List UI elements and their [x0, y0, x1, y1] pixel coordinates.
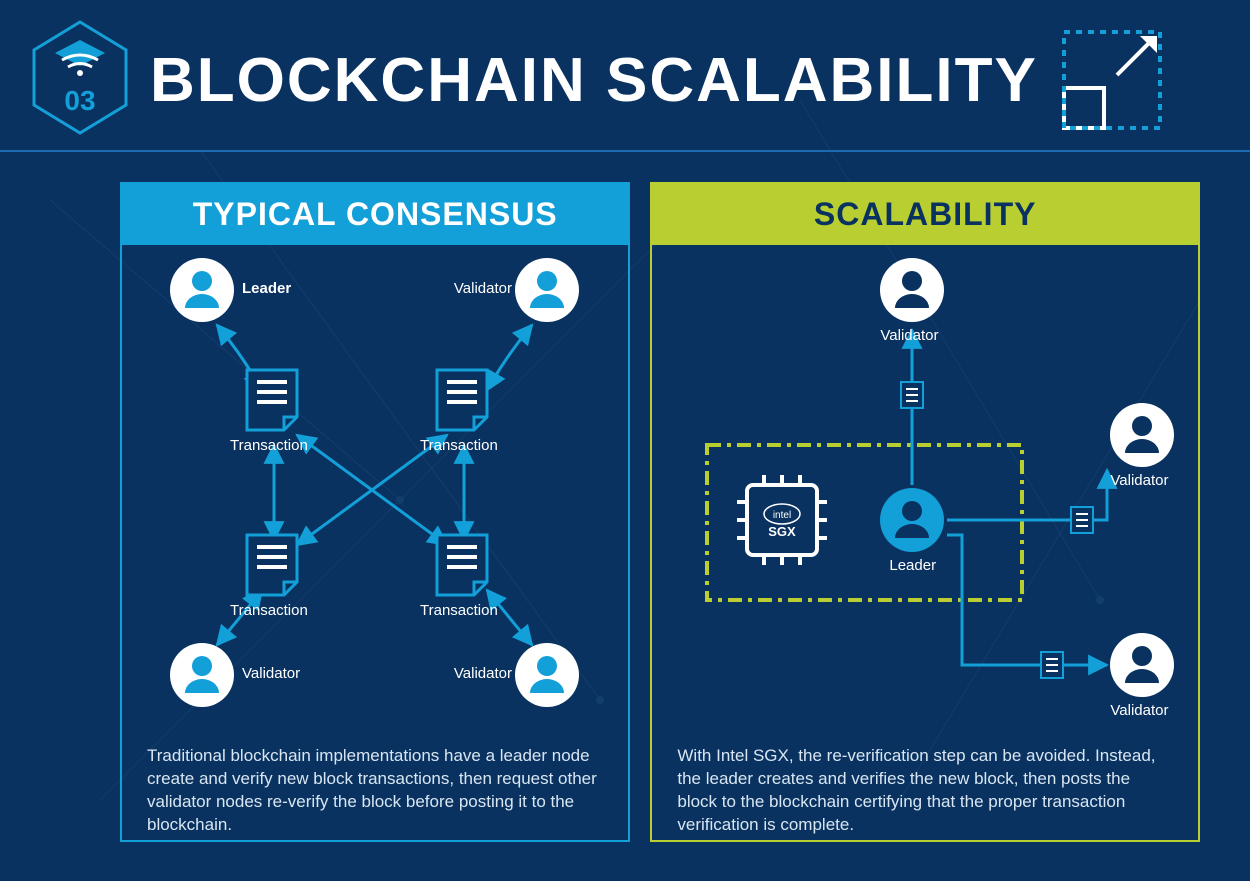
right-panel-description: With Intel SGX, the re-verification step… — [652, 735, 1198, 857]
badge-number: 03 — [64, 85, 95, 116]
header: 03 BLOCKCHAIN SCALABILITY — [0, 0, 1250, 152]
page-title: BLOCKCHAIN SCALABILITY — [150, 45, 1038, 116]
validator-label: Validator — [442, 280, 512, 297]
validator-avatar-icon — [170, 643, 234, 707]
transaction-label: Transaction — [230, 602, 308, 619]
leader-label: Leader — [889, 557, 936, 574]
svg-text:intel: intel — [773, 510, 791, 521]
transaction-label: Transaction — [230, 437, 308, 454]
left-diagram: Leader Validator Validator Validator Tra… — [122, 245, 628, 735]
svg-text:SGX: SGX — [769, 524, 797, 539]
leader-avatar-icon — [170, 258, 234, 322]
panels-container: TYPICAL CONSENSUS — [0, 152, 1250, 872]
validator-avatar-icon — [1110, 633, 1174, 697]
validator-label: Validator — [1110, 702, 1168, 719]
transaction-doc-icon — [437, 370, 487, 430]
validator-label: Validator — [442, 665, 512, 682]
transaction-label: Transaction — [420, 602, 498, 619]
transaction-doc-icon — [247, 370, 297, 430]
validator-avatar-icon — [515, 643, 579, 707]
right-diagram: intel SGX — [652, 245, 1198, 735]
transaction-doc-icon — [247, 535, 297, 595]
validator-label: Validator — [242, 665, 300, 682]
right-panel-title: SCALABILITY — [652, 184, 1198, 245]
validator-avatar-icon — [1110, 403, 1174, 467]
validator-avatar-icon — [515, 258, 579, 322]
doc-small-icon — [1041, 652, 1063, 678]
leader-label: Leader — [242, 280, 291, 297]
validator-label: Validator — [1110, 472, 1168, 489]
left-panel-title: TYPICAL CONSENSUS — [122, 184, 628, 245]
scale-icon — [1062, 30, 1182, 130]
typical-consensus-panel: TYPICAL CONSENSUS — [120, 182, 630, 842]
validator-avatar-icon — [880, 258, 944, 322]
scalability-panel: SCALABILITY — [650, 182, 1200, 842]
doc-small-icon — [901, 382, 923, 408]
leader-avatar-icon — [880, 488, 944, 552]
sgx-chip-icon: intel SGX — [737, 475, 827, 565]
validator-label: Validator — [880, 327, 938, 344]
doc-small-icon — [1071, 507, 1093, 533]
transaction-doc-icon — [437, 535, 487, 595]
hexagon-badge: 03 — [30, 20, 130, 135]
transaction-label: Transaction — [420, 437, 498, 454]
left-panel-description: Traditional blockchain implementations h… — [122, 735, 628, 857]
